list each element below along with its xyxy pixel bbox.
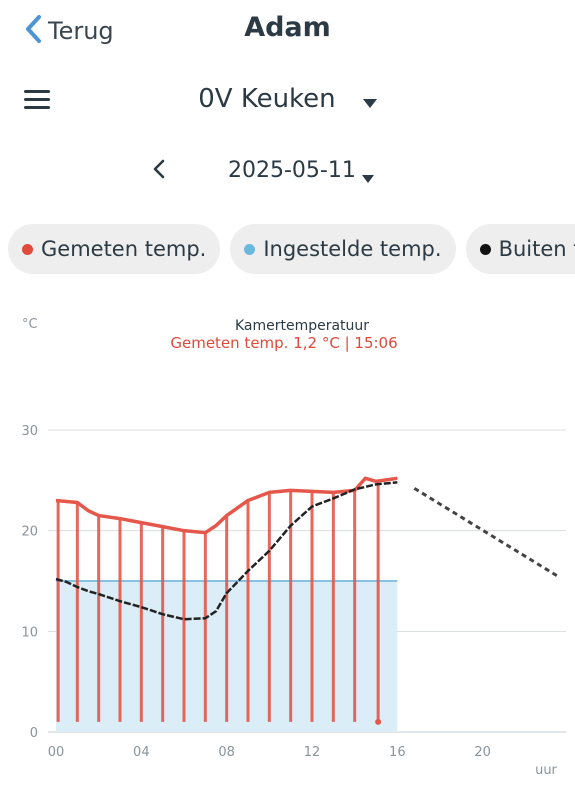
back-button[interactable]: Terug bbox=[24, 14, 114, 48]
page-title: Adam bbox=[244, 12, 331, 43]
chip-label: Buiten temp. bbox=[498, 237, 575, 261]
legend-chips: Gemeten temp. Ingestelde temp. Buiten te… bbox=[8, 224, 575, 274]
chevron-left-icon bbox=[24, 14, 42, 48]
hamburger-icon[interactable] bbox=[24, 89, 52, 111]
room-selector[interactable]: 0V Keuken bbox=[0, 84, 575, 114]
dot-icon bbox=[244, 243, 256, 255]
y-tick-label: 0 bbox=[30, 726, 38, 741]
grid: 0 10 20 30 bbox=[21, 424, 566, 741]
chip-label: Ingestelde temp. bbox=[263, 237, 442, 261]
chip-label: Gemeten temp. bbox=[41, 237, 207, 261]
x-tick-label: 00 bbox=[48, 745, 65, 760]
y-tick-label: 10 bbox=[21, 625, 38, 640]
chip-measured-temp[interactable]: Gemeten temp. bbox=[8, 224, 221, 274]
dot-icon bbox=[22, 243, 33, 255]
chart-svg: °C Kamertemperatuur Gemeten temp. 1,2 °C… bbox=[21, 317, 566, 778]
date-bar: 2025-05-11 bbox=[0, 154, 575, 190]
caret-down-icon[interactable] bbox=[362, 168, 374, 187]
x-tick-label: 08 bbox=[218, 745, 235, 760]
measured-point bbox=[375, 718, 382, 725]
chart-title: Kamertemperatuur bbox=[235, 318, 369, 334]
chart-subtitle: Gemeten temp. 1,2 °C | 15:06 bbox=[170, 334, 397, 352]
date-selector[interactable]: 2025-05-11 bbox=[228, 158, 356, 183]
outdoor-line bbox=[55, 481, 398, 621]
chevron-left-icon[interactable] bbox=[152, 158, 166, 184]
room-name: 0V Keuken bbox=[198, 84, 336, 114]
x-axis-label: uur bbox=[535, 763, 557, 778]
navigation-bar: Terug Adam bbox=[0, 0, 575, 60]
x-tick-label: 16 bbox=[389, 745, 406, 760]
x-ticks: 00 04 08 12 16 20 bbox=[48, 745, 491, 760]
y-tick-label: 20 bbox=[21, 525, 38, 540]
chip-outdoor-temp[interactable]: Buiten temp. bbox=[465, 224, 575, 274]
caret-down-icon bbox=[362, 93, 377, 112]
outdoor-series bbox=[55, 481, 559, 621]
y-tick-label: 30 bbox=[21, 424, 38, 439]
back-label: Terug bbox=[48, 17, 114, 45]
x-tick-label: 04 bbox=[133, 745, 150, 760]
outdoor-forecast-line bbox=[413, 487, 559, 578]
unit-label: °C bbox=[22, 317, 38, 332]
temperature-chart: °C Kamertemperatuur Gemeten temp. 1,2 °C… bbox=[0, 300, 575, 800]
x-tick-label: 12 bbox=[304, 745, 321, 760]
chip-setpoint-temp[interactable]: Ingestelde temp. bbox=[230, 224, 456, 274]
x-tick-label: 20 bbox=[474, 745, 491, 760]
dot-icon bbox=[479, 243, 491, 255]
